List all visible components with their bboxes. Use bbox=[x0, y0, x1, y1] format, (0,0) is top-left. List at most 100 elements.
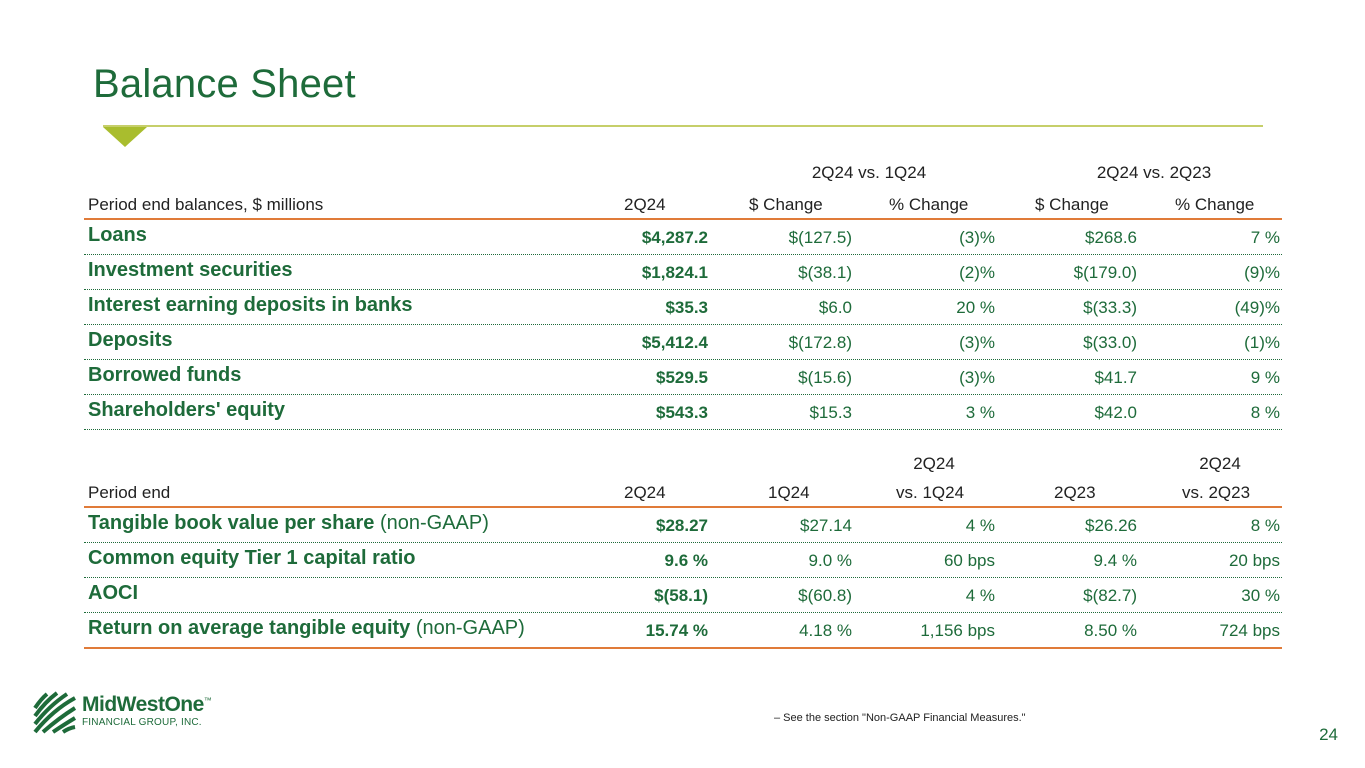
cell-c1: $35.3 bbox=[665, 298, 708, 317]
cell-c1: $(58.1) bbox=[654, 586, 708, 605]
cell-c5: 8 % bbox=[1250, 403, 1280, 422]
cell-c5: (9)% bbox=[1244, 263, 1280, 282]
cell-c3: 4 % bbox=[965, 516, 995, 535]
cell-c5: 8 % bbox=[1250, 516, 1280, 535]
row-label: AOCI bbox=[88, 582, 138, 604]
row-label: Borrowed funds bbox=[88, 364, 242, 386]
group-header-2q: 2Q24 vs. 2Q23 bbox=[1096, 163, 1212, 182]
logo-name: MidWestOne™ bbox=[82, 693, 212, 716]
cell-c3: 3 % bbox=[965, 403, 995, 422]
footnote: – See the section "Non-GAAP Financial Me… bbox=[774, 712, 1026, 724]
cell-c5: (1)% bbox=[1244, 333, 1280, 352]
cell-c5: 30 % bbox=[1241, 586, 1280, 605]
header-1q24: 1Q24 bbox=[768, 483, 810, 502]
table-row: Common equity Tier 1 capital ratio 9.6 % 9… bbox=[84, 543, 1282, 578]
cell-c1: $4,287.2 bbox=[641, 228, 708, 247]
wheat-field-icon bbox=[33, 690, 77, 734]
row-label: Return on average tangible equity (non-G… bbox=[88, 617, 525, 639]
cell-c4: 9.4 % bbox=[1093, 551, 1137, 570]
header-vs-1q24: vs. 1Q24 bbox=[896, 483, 965, 502]
cell-c1: $543.3 bbox=[656, 403, 708, 422]
cell-c5: 20 bps bbox=[1228, 551, 1280, 570]
row-label: Interest earning deposits in banks bbox=[88, 294, 413, 316]
table-row: Deposits $5,412.4 $(172.8) (3)% $(33.0) (1)% bbox=[84, 325, 1282, 360]
cell-c3: (3)% bbox=[959, 368, 995, 387]
cell-c5: 9 % bbox=[1250, 368, 1280, 387]
cell-c4: $41.7 bbox=[1094, 368, 1137, 387]
table-row: AOCI $(58.1) $(60.8) 4 % $(82.7) 30 % bbox=[84, 578, 1282, 613]
cell-c4: $(82.7) bbox=[1083, 586, 1137, 605]
cell-c4: $268.6 bbox=[1085, 228, 1137, 247]
header-top-2q24-b: 2Q24 bbox=[1199, 454, 1241, 473]
row-label: Loans bbox=[88, 224, 147, 246]
cell-c2: $(172.8) bbox=[788, 333, 852, 352]
row-label: Common equity Tier 1 capital ratio bbox=[88, 547, 416, 569]
cell-c1: 15.74 % bbox=[645, 621, 708, 640]
row-label: Shareholders' equity bbox=[88, 399, 286, 421]
cell-c2: $6.0 bbox=[818, 298, 852, 317]
page-title: Balance Sheet bbox=[93, 62, 356, 106]
header-period-end: Period end bbox=[88, 483, 171, 502]
row-label: Tangible book value per share (non-GAAP) bbox=[88, 512, 489, 534]
ratios-column-header-row: Period end 2Q24 1Q24 vs. 1Q24 2Q23 vs. 2… bbox=[84, 476, 1282, 508]
cell-c3: (3)% bbox=[959, 228, 995, 247]
table-row: Borrowed funds $529.5 $(15.6) (3)% $41.7 9 % bbox=[84, 360, 1282, 395]
group-header-row: 2Q24 vs. 1Q24 2Q24 vs. 2Q23 bbox=[84, 155, 1282, 189]
header-top-2q24-a: 2Q24 bbox=[913, 454, 955, 473]
title-divider bbox=[103, 125, 1263, 127]
header-dollar-change-1: $ Change bbox=[749, 195, 823, 214]
cell-c3: 1,156 bps bbox=[920, 621, 995, 640]
balances-table: 2Q24 vs. 1Q24 2Q24 vs. 2Q23 Period end b… bbox=[84, 155, 1282, 430]
group-header-1q: 2Q24 vs. 1Q24 bbox=[811, 163, 927, 182]
table-row: Return on average tangible equity (non-G… bbox=[84, 613, 1282, 649]
header-dollar-change-2: $ Change bbox=[1035, 195, 1109, 214]
cell-c4: $26.26 bbox=[1085, 516, 1137, 535]
table-row: Loans $4,287.2 $(127.5) (3)% $268.6 7 % bbox=[84, 220, 1282, 255]
cell-c2: $(127.5) bbox=[788, 228, 852, 247]
cell-c4: $(179.0) bbox=[1073, 263, 1137, 282]
cell-c1: $5,412.4 bbox=[641, 333, 708, 352]
header-label: Period end balances, $ millions bbox=[88, 195, 324, 214]
cell-c1: $28.27 bbox=[656, 516, 708, 535]
table-row: Investment securities $1,824.1 $(38.1) (2)%… bbox=[84, 255, 1282, 290]
cell-c4: $(33.0) bbox=[1083, 333, 1137, 352]
header-2q24: 2Q24 bbox=[624, 195, 666, 214]
cell-c2: $(38.1) bbox=[798, 263, 852, 282]
cell-c3: 4 % bbox=[965, 586, 995, 605]
logo-subtitle: FINANCIAL GROUP, INC. bbox=[82, 717, 202, 728]
cell-c1: $529.5 bbox=[656, 368, 708, 387]
row-label: Investment securities bbox=[88, 259, 293, 281]
cell-c5: 724 bps bbox=[1219, 621, 1281, 640]
cell-c5: (49)% bbox=[1234, 298, 1280, 317]
cell-c4: $42.0 bbox=[1094, 403, 1137, 422]
cell-c2: $15.3 bbox=[809, 403, 852, 422]
ratios-table: 2Q24 2Q24 Period end 2Q24 1Q24 vs. 1Q24 … bbox=[84, 448, 1282, 649]
cell-c3: (3)% bbox=[959, 333, 995, 352]
page-number: 24 bbox=[1319, 725, 1338, 744]
cell-c2: $(60.8) bbox=[798, 586, 852, 605]
header-pct-change-2: % Change bbox=[1175, 195, 1255, 214]
header-2q24: 2Q24 bbox=[624, 483, 666, 502]
cell-c2: 9.0 % bbox=[808, 551, 852, 570]
table-row: Interest earning deposits in banks $35.3 $… bbox=[84, 290, 1282, 325]
cell-c2: $(15.6) bbox=[798, 368, 852, 387]
cell-c1: $1,824.1 bbox=[641, 263, 708, 282]
column-header-row: Period end balances, $ millions 2Q24 $ C… bbox=[84, 189, 1282, 220]
cell-c4: 8.50 % bbox=[1084, 621, 1137, 640]
cell-c2: 4.18 % bbox=[799, 621, 852, 640]
table-row: Tangible book value per share (non-GAAP)… bbox=[84, 508, 1282, 543]
cell-c2: $27.14 bbox=[800, 516, 852, 535]
cell-c4: $(33.3) bbox=[1083, 298, 1137, 317]
cell-c3: 20 % bbox=[956, 298, 995, 317]
company-logo: MidWestOne™ FINANCIAL GROUP, INC. bbox=[33, 690, 223, 736]
header-pct-change-1: % Change bbox=[889, 195, 969, 214]
ratios-group-header-row: 2Q24 2Q24 bbox=[84, 448, 1282, 476]
header-vs-2q23: vs. 2Q23 bbox=[1182, 483, 1251, 502]
cell-c1: 9.6 % bbox=[664, 551, 708, 570]
cell-c3: (2)% bbox=[959, 263, 995, 282]
cell-c3: 60 bps bbox=[943, 551, 995, 570]
table-row: Shareholders' equity $543.3 $15.3 3 % $42.0 8… bbox=[84, 395, 1282, 430]
divider-pointer bbox=[103, 127, 147, 147]
header-2q23: 2Q23 bbox=[1054, 483, 1096, 502]
row-label: Deposits bbox=[88, 329, 173, 351]
